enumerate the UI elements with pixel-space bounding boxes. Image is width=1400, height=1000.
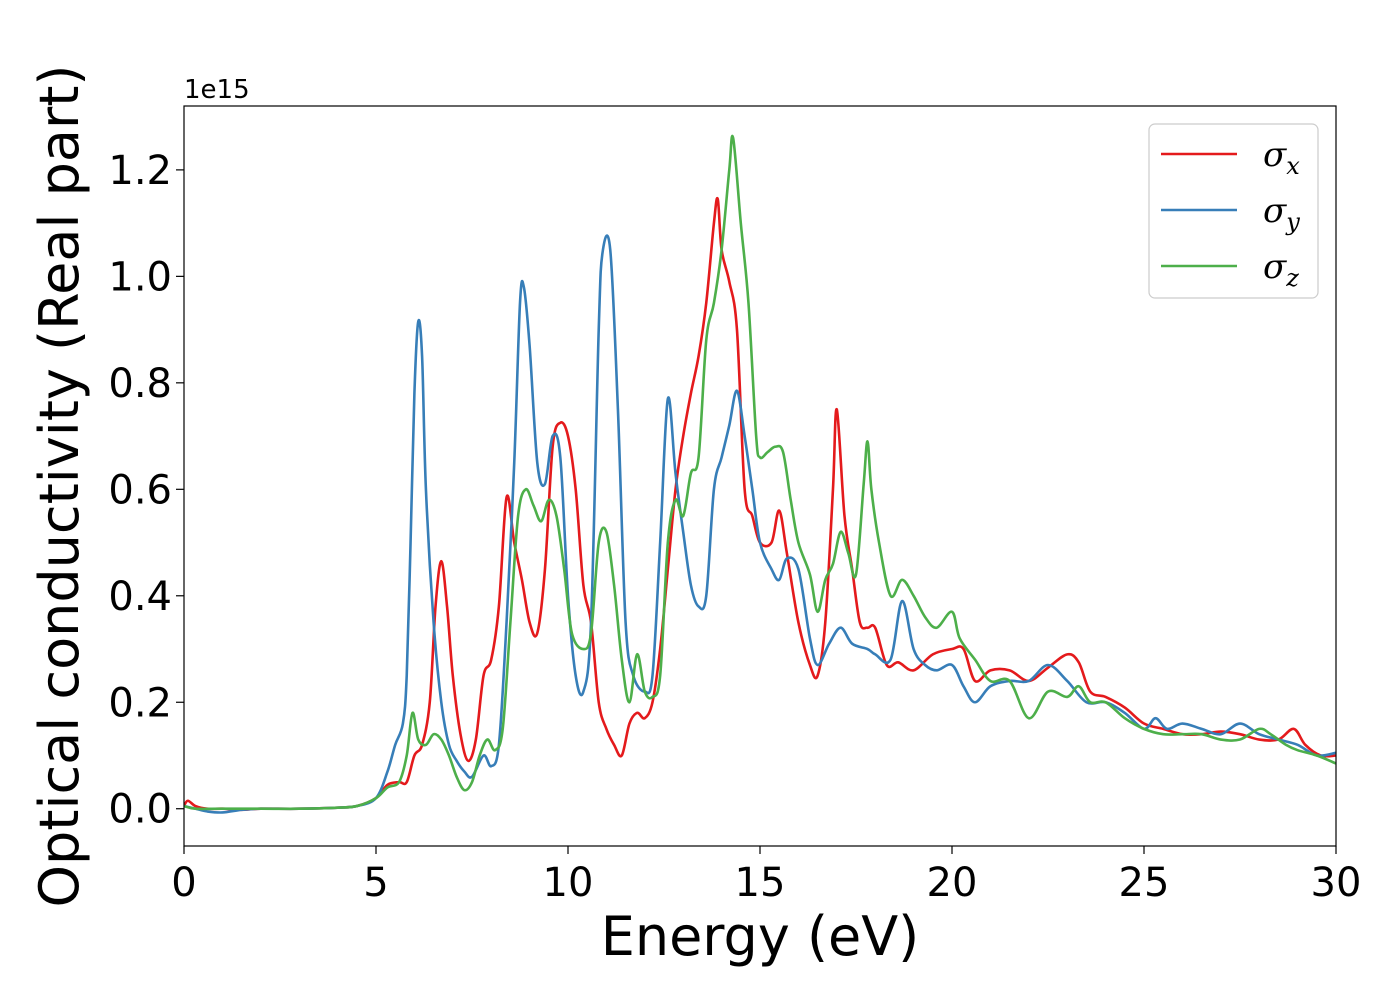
y-tick-label: 0.0 — [108, 787, 172, 833]
y-axis: 0.0 0.2 0.4 0.6 0.8 1.0 1.2 — [108, 148, 184, 833]
y-tick-label: 0.2 — [108, 680, 172, 726]
y-tick-label: 1.2 — [108, 148, 172, 194]
y-tick-label: 0.4 — [108, 574, 172, 620]
x-tick-label: 15 — [735, 860, 786, 906]
legend-label-subscript: y — [1285, 208, 1300, 236]
y-tick-label: 0.8 — [108, 361, 172, 407]
legend-label-base: σ — [1263, 247, 1287, 287]
series-layer — [184, 134, 1336, 814]
legend-label-sigma-y: σy — [1263, 191, 1300, 236]
y-axis-title: Optical conductivity (Real part) — [28, 65, 91, 908]
y-offset-label: 1e15 — [184, 75, 250, 105]
y-tick-label: 1.0 — [108, 254, 172, 300]
legend-label-base: σ — [1263, 191, 1287, 231]
x-tick-label: 5 — [363, 860, 388, 906]
legend-label-subscript: x — [1286, 152, 1300, 180]
legend-label-subscript: z — [1285, 264, 1299, 292]
y-tick-label: 0.6 — [108, 467, 172, 513]
series-line-sigma-z — [184, 134, 1336, 811]
x-tick-label: 25 — [1119, 860, 1170, 906]
x-tick-label: 20 — [927, 860, 978, 906]
legend-label-sigma-x: σx — [1263, 135, 1300, 180]
x-tick-label: 30 — [1311, 860, 1362, 906]
x-tick-label: 0 — [171, 860, 196, 906]
x-axis: 0 5 10 15 20 25 30 — [171, 846, 1361, 906]
x-axis-title: Energy (eV) — [601, 905, 920, 968]
legend-label-sigma-z: σz — [1263, 247, 1299, 292]
x-tick-label: 10 — [543, 860, 594, 906]
legend-label-base: σ — [1263, 135, 1287, 175]
